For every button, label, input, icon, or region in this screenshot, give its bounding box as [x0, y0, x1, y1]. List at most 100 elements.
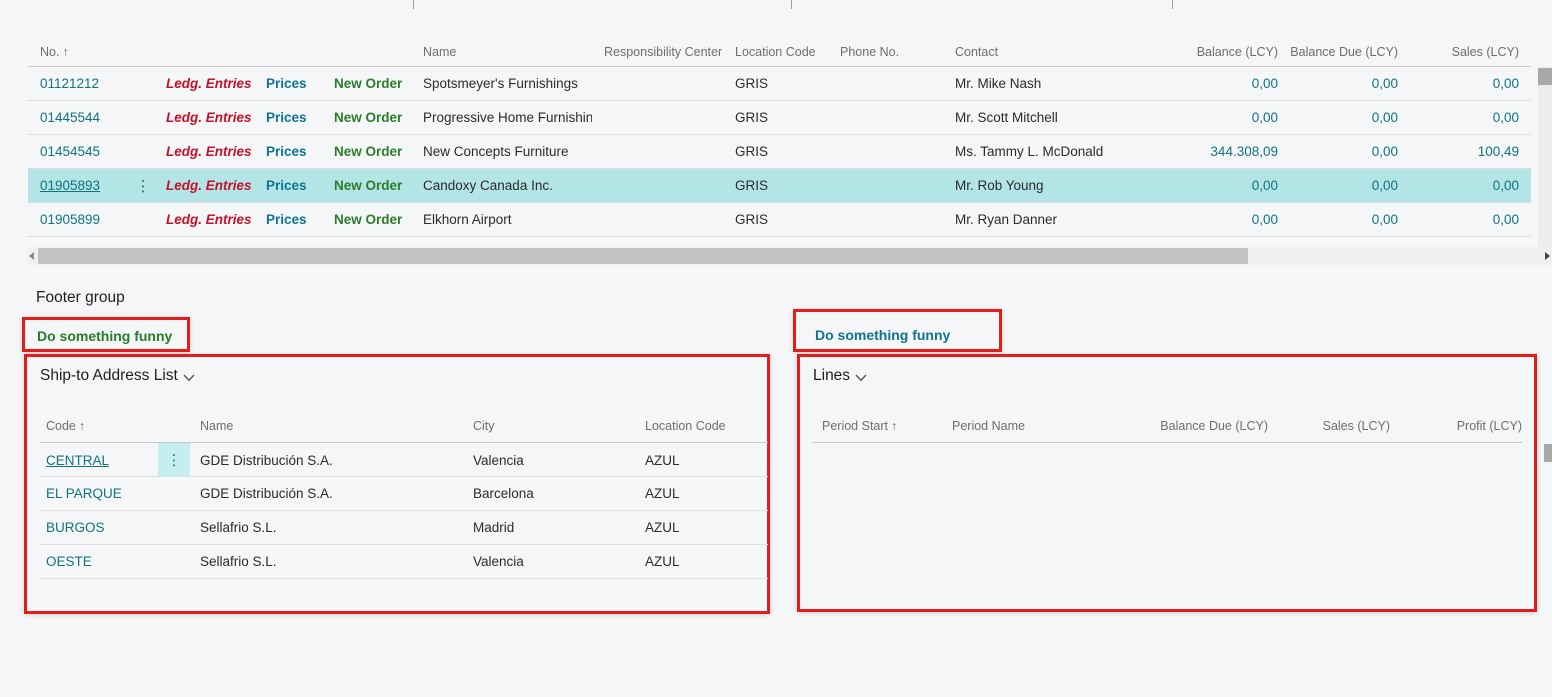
- customer-row[interactable]: 01905899 Ledg. Entries Prices New Order …: [28, 203, 1531, 237]
- shipto-code-link[interactable]: CENTRAL: [46, 452, 110, 468]
- balance-due-cell[interactable]: 0,00: [1371, 178, 1398, 193]
- shipto-location-cell[interactable]: AZUL: [635, 452, 768, 468]
- shipto-name-cell: GDE Distribución S.A.: [200, 486, 333, 501]
- balance-cell[interactable]: 0,00: [1251, 212, 1278, 227]
- row-menu-icon[interactable]: ⋮: [135, 177, 151, 195]
- column-header-period-name[interactable]: Period Name: [952, 419, 1025, 433]
- balance-due-cell[interactable]: 0,00: [1371, 144, 1398, 159]
- column-header-sales[interactable]: Sales (LCY): [1322, 419, 1390, 433]
- shipto-row[interactable]: BURGOS Sellafrio S.L. Madrid AZUL: [40, 511, 768, 545]
- shipto-row[interactable]: OESTE Sellafrio S.L. Valencia AZUL: [40, 545, 768, 579]
- shipto-location-value[interactable]: AZUL: [645, 452, 680, 468]
- customer-row[interactable]: 01121212 Ledg. Entries Prices New Order …: [28, 67, 1531, 101]
- page-scrollbar-thumb[interactable]: [1544, 444, 1552, 462]
- prices-action[interactable]: Prices: [266, 178, 307, 193]
- prices-action[interactable]: Prices: [266, 76, 307, 91]
- column-header-name[interactable]: Name: [423, 44, 457, 59]
- customer-no-link[interactable]: 01905899: [40, 212, 101, 227]
- column-header-contact[interactable]: Contact: [955, 44, 999, 59]
- column-header-city[interactable]: City: [473, 419, 495, 433]
- balance-cell[interactable]: 0,00: [1251, 178, 1278, 193]
- column-header-no[interactable]: No. ↑: [28, 45, 132, 66]
- shipto-name-cell: GDE Distribución S.A.: [200, 452, 333, 468]
- sales-cell[interactable]: 0,00: [1492, 178, 1519, 193]
- column-header-profit[interactable]: Profit (LCY): [1456, 419, 1522, 433]
- column-header-no-label: No.: [40, 44, 60, 59]
- customer-no-link[interactable]: 01454545: [40, 144, 101, 159]
- do-something-funny-link-left[interactable]: Do something funny: [37, 328, 173, 344]
- annotation-box-left-action: Do something funny: [22, 317, 190, 352]
- column-header-code[interactable]: Code ↑: [40, 419, 158, 433]
- balance-due-cell[interactable]: 0,00: [1371, 76, 1398, 91]
- new-order-action[interactable]: New Order: [334, 110, 403, 125]
- balance-cell[interactable]: 0,00: [1251, 76, 1278, 91]
- location-code-cell[interactable]: GRIS: [723, 178, 828, 193]
- customer-no-link[interactable]: 01905893: [40, 178, 101, 193]
- prices-action[interactable]: Prices: [266, 212, 307, 227]
- prices-action[interactable]: Prices: [266, 144, 307, 159]
- scroll-right-icon[interactable]: [1545, 252, 1550, 260]
- annotation-box-right-action: Do something funny: [793, 309, 1002, 352]
- new-order-action[interactable]: New Order: [334, 144, 403, 159]
- new-order-action[interactable]: New Order: [334, 178, 403, 193]
- shipto-code-link[interactable]: BURGOS: [46, 520, 105, 535]
- sales-cell[interactable]: 0,00: [1492, 212, 1519, 227]
- shipto-part-title[interactable]: Ship-to Address List: [40, 367, 195, 385]
- shipto-row-selected[interactable]: CENTRAL ⋮ GDE Distribución S.A. Valencia…: [40, 443, 768, 477]
- contact-cell: Mr. Ryan Danner: [955, 212, 1058, 227]
- shipto-code-link[interactable]: EL PARQUE: [46, 486, 122, 501]
- customer-no-link[interactable]: 01121212: [40, 76, 100, 91]
- row-menu-icon[interactable]: ⋮: [166, 452, 182, 469]
- horizontal-scrollbar-thumb[interactable]: [38, 248, 1248, 264]
- column-header-code-label: Code: [46, 419, 76, 433]
- location-code-cell: GRIS: [735, 110, 769, 125]
- sales-cell[interactable]: 0,00: [1492, 110, 1519, 125]
- column-header-balance-due[interactable]: Balance Due (LCY): [1290, 44, 1398, 59]
- chevron-down-icon: [183, 374, 195, 381]
- ledger-entries-action[interactable]: Ledg. Entries: [166, 212, 252, 227]
- customer-row[interactable]: 01454545 Ledg. Entries Prices New Order …: [28, 135, 1531, 169]
- column-header-balance[interactable]: Balance (LCY): [1196, 44, 1278, 59]
- sort-ascending-icon: ↑: [62, 44, 69, 59]
- column-header-name[interactable]: Name: [200, 419, 234, 433]
- column-header-location-code[interactable]: Location Code: [735, 44, 816, 59]
- column-header-balance-due[interactable]: Balance Due (LCY): [1160, 419, 1268, 433]
- do-something-funny-link-right[interactable]: Do something funny: [815, 327, 951, 343]
- horizontal-scrollbar[interactable]: [28, 247, 1552, 265]
- scroll-left-icon[interactable]: [29, 252, 34, 260]
- vertical-scrollbar-thumb[interactable]: [1538, 68, 1552, 85]
- location-code-cell: GRIS: [735, 76, 769, 91]
- sort-ascending-icon: ↑: [891, 419, 898, 433]
- row-menu-cell[interactable]: ⋮: [158, 443, 190, 477]
- new-order-action[interactable]: New Order: [334, 212, 403, 227]
- balance-cell[interactable]: 344.308,09: [1210, 144, 1278, 159]
- ledger-entries-action[interactable]: Ledg. Entries: [166, 144, 252, 159]
- column-header-sales[interactable]: Sales (LCY): [1451, 44, 1519, 59]
- balance-cell[interactable]: 0,00: [1251, 110, 1278, 125]
- customer-row-selected[interactable]: 01905893 ⋮ Ledg. Entries Prices New Orde…: [28, 169, 1531, 203]
- shipto-location-cell: AZUL: [645, 486, 680, 501]
- location-code-value[interactable]: GRIS: [735, 178, 769, 193]
- vertical-scrollbar[interactable]: [1538, 67, 1552, 247]
- balance-due-cell[interactable]: 0,00: [1371, 212, 1398, 227]
- sales-cell[interactable]: 0,00: [1492, 76, 1519, 91]
- column-header-location-code[interactable]: Location Code: [645, 419, 726, 433]
- customer-row[interactable]: 01445544 Ledg. Entries Prices New Order …: [28, 101, 1531, 135]
- column-header-responsibility-center[interactable]: Responsibility Center: [604, 44, 723, 59]
- shipto-location-cell: AZUL: [645, 520, 680, 535]
- ledger-entries-action[interactable]: Ledg. Entries: [166, 76, 252, 91]
- prices-action[interactable]: Prices: [266, 110, 307, 125]
- customer-name-cell: New Concepts Furniture: [423, 144, 569, 159]
- new-order-action[interactable]: New Order: [334, 76, 403, 91]
- column-header-period-start[interactable]: Period Start ↑: [812, 419, 942, 433]
- sales-cell[interactable]: 100,49: [1477, 144, 1519, 159]
- ledger-entries-action[interactable]: Ledg. Entries: [166, 178, 252, 193]
- shipto-name-cell: Sellafrio S.L.: [200, 554, 277, 569]
- lines-part-title[interactable]: Lines: [813, 367, 867, 385]
- shipto-code-link[interactable]: OESTE: [46, 554, 92, 569]
- balance-due-cell[interactable]: 0,00: [1371, 110, 1398, 125]
- ledger-entries-action[interactable]: Ledg. Entries: [166, 110, 252, 125]
- shipto-row[interactable]: EL PARQUE GDE Distribución S.A. Barcelon…: [40, 477, 768, 511]
- customer-no-link[interactable]: 01445544: [40, 110, 101, 125]
- column-header-phone[interactable]: Phone No.: [840, 44, 900, 59]
